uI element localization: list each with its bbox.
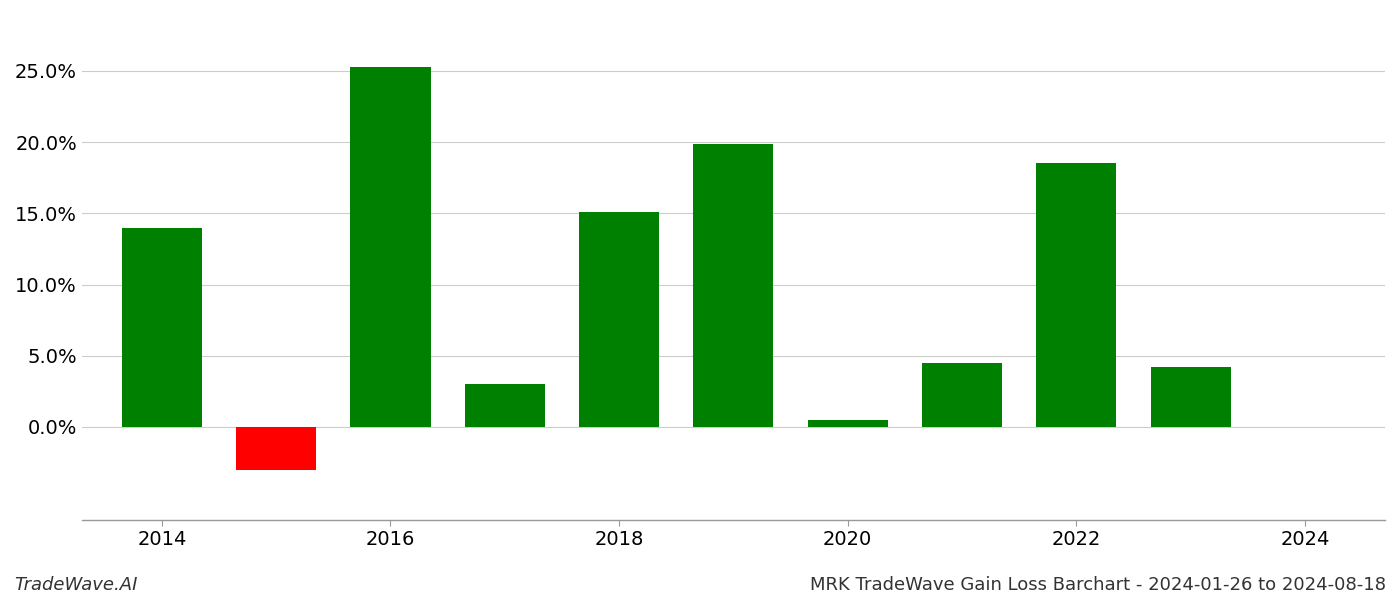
Text: MRK TradeWave Gain Loss Barchart - 2024-01-26 to 2024-08-18: MRK TradeWave Gain Loss Barchart - 2024-… <box>811 576 1386 594</box>
Bar <box>808 420 888 427</box>
Bar <box>350 67 431 427</box>
Bar <box>580 212 659 427</box>
Bar <box>122 227 202 427</box>
Bar <box>465 384 545 427</box>
Bar <box>1151 367 1231 427</box>
Bar <box>923 363 1002 427</box>
Bar <box>237 427 316 470</box>
Bar <box>693 143 773 427</box>
Text: TradeWave.AI: TradeWave.AI <box>14 576 137 594</box>
Bar <box>1036 163 1116 427</box>
